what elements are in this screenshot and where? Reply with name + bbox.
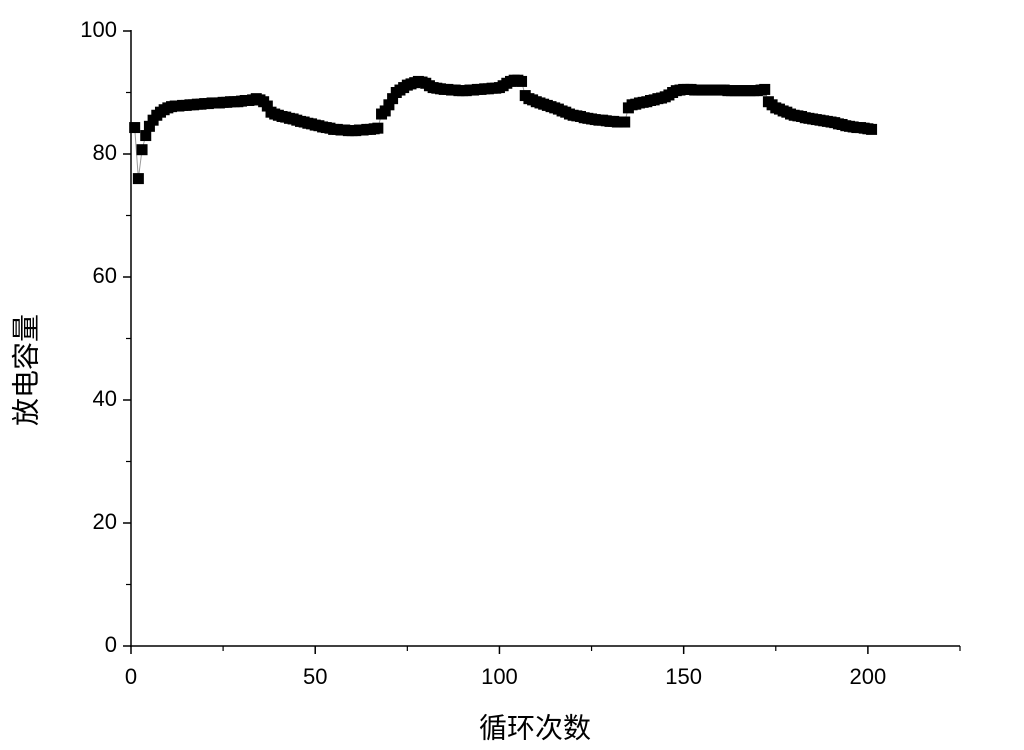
x-tick-label: 200 bbox=[850, 664, 887, 689]
data-point bbox=[143, 120, 155, 132]
data-point bbox=[866, 123, 878, 135]
data-point bbox=[387, 93, 399, 105]
y-tick-label: 40 bbox=[93, 386, 117, 411]
data-point bbox=[136, 144, 148, 156]
y-tick-label: 100 bbox=[80, 17, 117, 42]
x-tick-label: 0 bbox=[125, 664, 137, 689]
y-tick-label: 0 bbox=[105, 632, 117, 657]
y-axis-title: 放电容量 bbox=[10, 314, 43, 426]
x-tick-label: 150 bbox=[665, 664, 702, 689]
data-point bbox=[132, 173, 144, 185]
data-point bbox=[383, 99, 395, 111]
x-tick-label: 50 bbox=[303, 664, 327, 689]
data-point bbox=[759, 83, 771, 95]
y-tick-label: 60 bbox=[93, 263, 117, 288]
y-tick-label: 20 bbox=[93, 509, 117, 534]
x-tick-label: 100 bbox=[481, 664, 518, 689]
data-point bbox=[516, 75, 528, 87]
data-point bbox=[372, 122, 384, 134]
data-point bbox=[379, 105, 391, 117]
data-point bbox=[129, 122, 141, 134]
x-axis-title: 循环次数 bbox=[479, 712, 591, 745]
data-point bbox=[619, 116, 631, 128]
data-point bbox=[261, 100, 273, 112]
y-tick-label: 80 bbox=[93, 140, 117, 165]
data-point bbox=[140, 130, 152, 142]
